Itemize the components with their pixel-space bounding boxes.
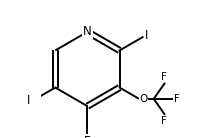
Text: I: I [27, 94, 30, 107]
Text: F: F [84, 135, 91, 138]
Text: I: I [145, 29, 148, 42]
Text: N: N [83, 25, 92, 38]
Text: F: F [161, 116, 167, 126]
Text: O: O [140, 94, 148, 104]
Text: F: F [161, 72, 167, 82]
Text: F: F [174, 94, 180, 104]
